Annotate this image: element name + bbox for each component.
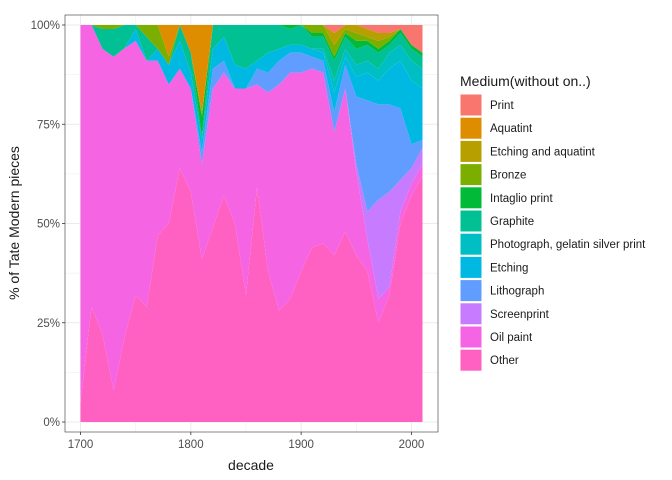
- area-graphite: [80, 25, 423, 141]
- legend-key: [459, 186, 483, 210]
- legend: Print Aquatint Etching and aquatint Bronze I…: [459, 93, 646, 372]
- legend-label: Screenprint: [490, 309, 550, 321]
- legend-key: [459, 232, 483, 256]
- legend-label: Bronze: [490, 170, 526, 182]
- x-tick-label: 1700: [68, 439, 94, 451]
- x-tick-label: 1800: [178, 439, 204, 451]
- legend-title: Medium(without on..): [460, 73, 591, 89]
- legend-label: Aquatint: [490, 123, 533, 135]
- area-other: [80, 167, 423, 422]
- area-bronze: [80, 25, 423, 117]
- x-axis: 1700 1800 1900 2000: [68, 432, 425, 451]
- legend-label: Graphite: [490, 216, 534, 228]
- area-lithograph: [80, 25, 423, 212]
- area-etching-and-aquatint: [80, 25, 423, 113]
- x-tick-label: 1900: [288, 439, 314, 451]
- legend-key: [459, 279, 483, 303]
- y-axis-title: % of Tate Modern pieces: [6, 146, 22, 300]
- legend-label: Photograph, gelatin silver print: [490, 239, 646, 251]
- legend-label: Intaglio print: [490, 193, 553, 205]
- legend-key: [459, 116, 483, 140]
- legend-label: Other: [490, 355, 519, 367]
- x-tick-label: 2000: [399, 439, 425, 451]
- legend-key: [459, 139, 483, 163]
- area-screenprint: [80, 25, 423, 299]
- area-oil-paint: [80, 25, 423, 403]
- y-tick-label: 100%: [31, 20, 60, 32]
- y-tick-label: 0%: [43, 417, 60, 429]
- area-series-group: [80, 25, 423, 422]
- area-print: [80, 25, 423, 53]
- y-axis: 0% 25% 50% 75% 100%: [31, 20, 65, 429]
- legend-label: Etching: [490, 262, 528, 274]
- area-etching: [80, 25, 423, 153]
- area-intaglio-print: [80, 25, 423, 137]
- legend-label: Lithograph: [490, 286, 544, 298]
- y-tick-label: 75%: [37, 119, 60, 131]
- legend-key: [459, 93, 483, 117]
- legend-label: Etching and aquatint: [490, 146, 596, 158]
- legend-key: [459, 302, 483, 326]
- legend-key: [459, 163, 483, 187]
- legend-key: [459, 209, 483, 233]
- y-tick-label: 25%: [37, 318, 60, 330]
- y-tick-label: 50%: [37, 219, 60, 231]
- legend-label: Print: [490, 100, 514, 112]
- legend-key: [459, 348, 483, 372]
- legend-key: [459, 325, 483, 349]
- x-axis-title: decade: [228, 457, 274, 473]
- legend-label: Oil paint: [490, 332, 533, 344]
- area-aquatint: [80, 25, 423, 113]
- legend-key: [459, 255, 483, 279]
